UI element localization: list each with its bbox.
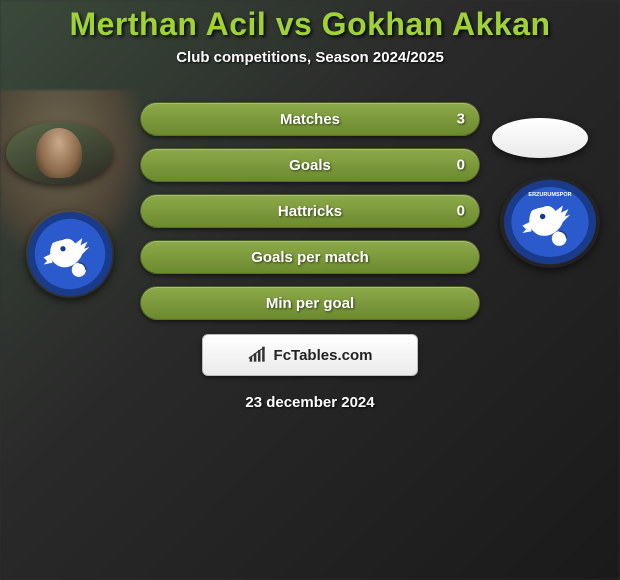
stat-row-goals: Goals 0 <box>140 148 480 182</box>
stat-label: Min per goal <box>266 295 354 312</box>
stat-label: Hattricks <box>278 203 342 220</box>
stat-row-min-per-goal: Min per goal <box>140 286 480 320</box>
date-label: 23 december 2024 <box>245 394 374 411</box>
stat-row-goals-per-match: Goals per match <box>140 240 480 274</box>
stat-row-hattricks: Hattricks 0 <box>140 194 480 228</box>
source-badge[interactable]: FcTables.com <box>202 334 418 376</box>
season-subtitle: Club competitions, Season 2024/2025 <box>176 49 444 66</box>
bar-chart-icon <box>248 346 268 364</box>
stats-list: Matches 3 Goals 0 Hattricks 0 Goals per … <box>140 102 480 320</box>
source-badge-text: FcTables.com <box>274 347 373 364</box>
stat-label: Goals per match <box>251 249 369 266</box>
stat-value: 3 <box>457 111 465 128</box>
content-container: Merthan Acil vs Gokhan Akkan Club compet… <box>0 0 620 580</box>
stat-label: Matches <box>280 111 340 128</box>
stat-value: 0 <box>457 203 465 220</box>
stat-label: Goals <box>289 157 331 174</box>
comparison-title: Merthan Acil vs Gokhan Akkan <box>69 6 550 43</box>
stat-value: 0 <box>457 157 465 174</box>
stat-row-matches: Matches 3 <box>140 102 480 136</box>
